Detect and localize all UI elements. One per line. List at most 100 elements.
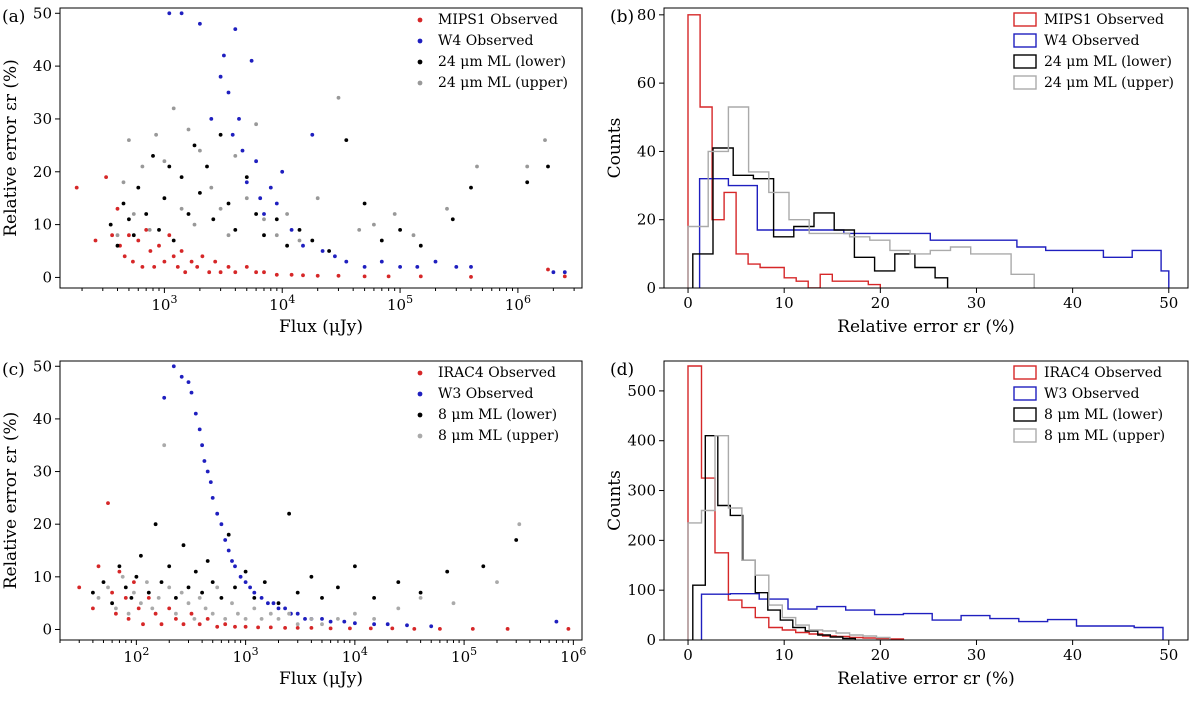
y-tick-label: 200 [627, 531, 656, 549]
scatter-point-s1-p7 [230, 132, 235, 137]
scatter-point-s1-p31 [320, 617, 324, 621]
scatter-point-s0-p21 [189, 259, 194, 264]
scatter-point-s3-p13 [209, 185, 214, 190]
scatter-point-s3-p26 [372, 222, 376, 227]
scatter-point-s3-p20 [223, 617, 228, 621]
scatter-point-s3-p7 [162, 159, 167, 164]
scatter-point-s3-p16 [197, 596, 202, 600]
scatter-point-s3-p22 [236, 611, 240, 616]
scatter-point-s2-p16 [205, 164, 209, 169]
scatter-point-s1-p9 [205, 469, 210, 474]
scatter-point-s1-p3 [186, 380, 191, 384]
scatter-point-s1-p12 [249, 58, 254, 63]
scatter-point-s1-p17 [233, 564, 237, 569]
scatter-point-s2-p34 [418, 590, 423, 595]
scatter-point-s3-p37 [451, 601, 456, 606]
scatter-point-s2-p12 [174, 596, 178, 600]
scatter-point-s1-p29 [433, 259, 438, 264]
scatter-point-s1-p22 [320, 249, 325, 253]
scatter-point-s1-p28 [415, 265, 420, 269]
x-tick-label: 0 [683, 646, 693, 664]
scatter-point-s1-p11 [210, 496, 215, 500]
scatter-point-s1-p4 [189, 390, 194, 395]
x-tick-label: 20 [871, 646, 890, 664]
x-tick-label: 106 [505, 293, 531, 314]
scatter-point-s3-p19 [262, 217, 266, 222]
scatter-point-s3-p31 [320, 622, 324, 627]
x-tick-label: 30 [967, 646, 986, 664]
scatter-point-s0-p32 [368, 626, 373, 631]
scatter-point-s1-p15 [226, 548, 231, 553]
y-tick-label: 80 [637, 6, 656, 24]
scatter-point-s1-p30 [454, 265, 459, 269]
legend-marker [1013, 12, 1037, 27]
scatter-point-s3-p3 [131, 212, 136, 216]
scatter-point-s3-p15 [192, 617, 197, 621]
plot-area [687, 14, 1170, 288]
legend-entry: 24 μm ML (lower) [438, 54, 566, 70]
scatter-point-s0-p31 [348, 626, 352, 631]
scatter-point-s0-p7 [123, 596, 128, 600]
scatter-point-s2-p25 [276, 601, 281, 606]
scatter-point-s3-p4 [140, 164, 145, 169]
scatter-point-s0-p33 [390, 626, 395, 631]
scatter-point-s1-p23 [266, 601, 270, 606]
scatter-point-s0-p23 [233, 624, 237, 629]
scatter-point-s2-p4 [131, 233, 136, 238]
scatter-point-s2-p35 [469, 185, 473, 190]
legend-marker [417, 370, 423, 376]
scatter-point-s0-p5 [114, 611, 118, 616]
legend-entry: 24 μm ML (lower) [1044, 54, 1172, 70]
scatter-point-s3-p32 [543, 138, 547, 143]
x-tick-label-base: 10 [342, 648, 361, 666]
scatter-point-s2-p10 [167, 164, 172, 169]
x-tick-label: 30 [967, 294, 986, 312]
scatter-point-s2-p31 [379, 238, 384, 243]
scatter-point-s1-p9 [237, 117, 241, 121]
scatter-point-s2-p28 [309, 574, 314, 579]
scatter-point-s0-p4 [110, 590, 114, 595]
scatter-point-s1-p31 [469, 265, 473, 269]
scatter-point-s0-p23 [200, 254, 205, 259]
scatter-point-s0-p31 [262, 270, 266, 275]
histogram-step-1 [698, 178, 1170, 288]
legend-marker [1013, 365, 1037, 380]
x-tick-label: 50 [1159, 294, 1178, 312]
y-axis-label: Relative error εr (%) [1, 412, 21, 590]
x-tick-label: 105 [451, 645, 477, 666]
y-axis-label: Relative error εr (%) [1, 59, 21, 237]
scatter-point-s2-p1 [101, 580, 106, 584]
scatter-point-s1-p8 [233, 27, 238, 31]
x-tick-label: 106 [560, 645, 586, 666]
scatter-point-s2-p15 [198, 191, 202, 195]
x-axis-label: Relative error εr (%) [837, 669, 1015, 689]
scatter-point-s2-p7 [151, 154, 155, 158]
scatter-point-s0-p24 [207, 270, 212, 275]
scatter-point-s1-p32 [551, 270, 556, 275]
y-tick-label: 30 [33, 110, 52, 128]
scatter-point-s0-p8 [131, 259, 135, 264]
y-tick-label: 20 [33, 163, 52, 181]
scatter-point-s0-p12 [148, 249, 153, 253]
scatter-point-s2-p30 [362, 201, 367, 206]
x-tick-label: 104 [342, 645, 368, 666]
scatter-point-s2-p0 [91, 590, 95, 595]
scatter-point-s1-p37 [405, 623, 409, 628]
scatter-point-s3-p23 [243, 617, 248, 621]
scatter-point-s1-p7 [200, 443, 205, 448]
scatter-point-s0-p36 [336, 273, 341, 278]
scatter-point-s3-p1 [106, 585, 110, 590]
scatter-point-s3-p8 [150, 606, 155, 611]
scatter-point-s2-p28 [327, 249, 331, 253]
y-tick-label: 60 [637, 74, 656, 92]
scatter-point-s3-p22 [297, 238, 302, 243]
scatter-point-s2-p36 [481, 564, 486, 569]
scatter-point-s1-p25 [362, 265, 367, 269]
scatter-point-s2-p8 [157, 228, 161, 232]
scatter-point-s2-p18 [210, 580, 215, 584]
scatter-point-s2-p3 [126, 217, 131, 222]
scatter-point-s0-p40 [469, 275, 473, 279]
scatter-point-s0-p4 [115, 206, 120, 211]
scatter-point-s1-p33 [342, 619, 347, 624]
